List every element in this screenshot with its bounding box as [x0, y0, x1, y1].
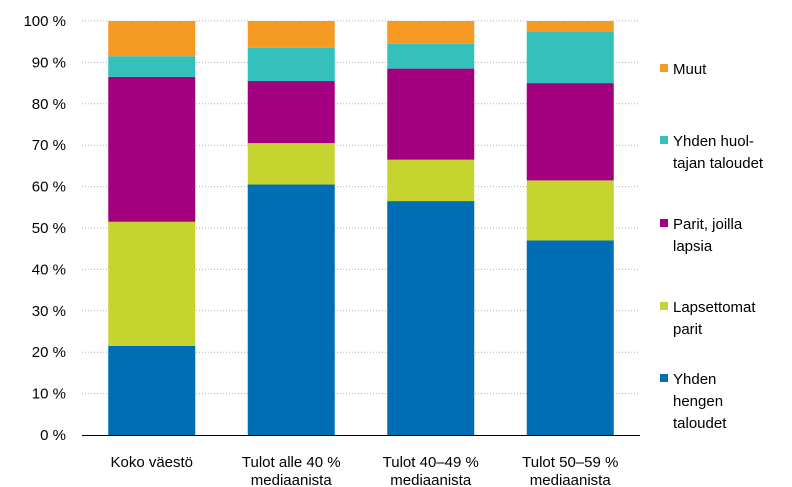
y-tick-label: 90 % [32, 54, 66, 71]
bar-segment [108, 21, 196, 57]
bar-segment [247, 81, 335, 144]
bar-segment [247, 184, 335, 435]
x-category-label: Tulot 40–49 % [383, 454, 479, 471]
legend-swatch [660, 302, 668, 310]
bars [108, 21, 614, 435]
bar-segment [387, 21, 475, 44]
legend-label: parit [673, 321, 703, 338]
bar-segment [247, 47, 335, 82]
y-axis-tick-labels: 0 % 10 % 20 % 30 % 40 % 50 % 60 % 70 % 80 % 90 % 1… [23, 13, 66, 444]
legend-label: Muut [673, 61, 707, 78]
bar-segment [526, 31, 614, 84]
x-category-label: mediaanista [390, 472, 472, 487]
x-category-label: mediaanista [251, 472, 333, 487]
legend-swatch [660, 219, 668, 227]
legend-label: Yhden huol- [673, 133, 754, 150]
y-tick-label: 0 % [40, 427, 66, 444]
legend-swatch [660, 374, 668, 382]
legend-label: taloudet [673, 415, 727, 432]
bar-segment [108, 221, 196, 346]
bar-segment [387, 43, 475, 69]
legend-label: Lapsettomat [673, 299, 756, 316]
x-category-label: Tulot 50–59 % [522, 454, 618, 471]
x-axis-category-labels: Koko väestö Tulot alle 40 %mediaanistaTul… [110, 454, 618, 487]
legend-label: hengen [673, 393, 723, 410]
bar-segment [387, 68, 475, 160]
x-category-label: mediaanista [530, 472, 612, 487]
bar-segment [526, 240, 614, 435]
legend-label: Parit, joilla [673, 216, 743, 233]
y-tick-label: 80 % [32, 96, 66, 113]
y-tick-label: 50 % [32, 220, 66, 237]
y-tick-label: 10 % [32, 386, 66, 403]
bar-segment [108, 345, 196, 435]
bar-segment [247, 21, 335, 48]
legend: Muut Yhden huol-tajan taloudet Parit, joil… [660, 61, 764, 432]
bar-segment [526, 83, 614, 181]
x-category-label: Tulot alle 40 % [242, 454, 341, 471]
bar-segment [108, 56, 196, 77]
legend-swatch [660, 64, 668, 72]
legend-label: tajan taloudet [673, 155, 764, 172]
y-tick-label: 20 % [32, 344, 66, 361]
y-tick-label: 100 % [23, 13, 66, 30]
legend-label: lapsia [673, 238, 713, 255]
x-category-label: Koko väestö [110, 454, 193, 471]
bar-segment [526, 180, 614, 241]
y-tick-label: 60 % [32, 179, 66, 196]
y-tick-label: 70 % [32, 137, 66, 154]
bar-segment [247, 143, 335, 185]
y-tick-label: 40 % [32, 261, 66, 278]
bar-segment [526, 21, 614, 32]
y-tick-label: 30 % [32, 303, 66, 320]
legend-swatch [660, 136, 668, 144]
bar-segment [108, 76, 196, 222]
legend-label: Yhden [673, 371, 716, 388]
bar-segment [387, 159, 475, 202]
bar-segment [387, 201, 475, 435]
